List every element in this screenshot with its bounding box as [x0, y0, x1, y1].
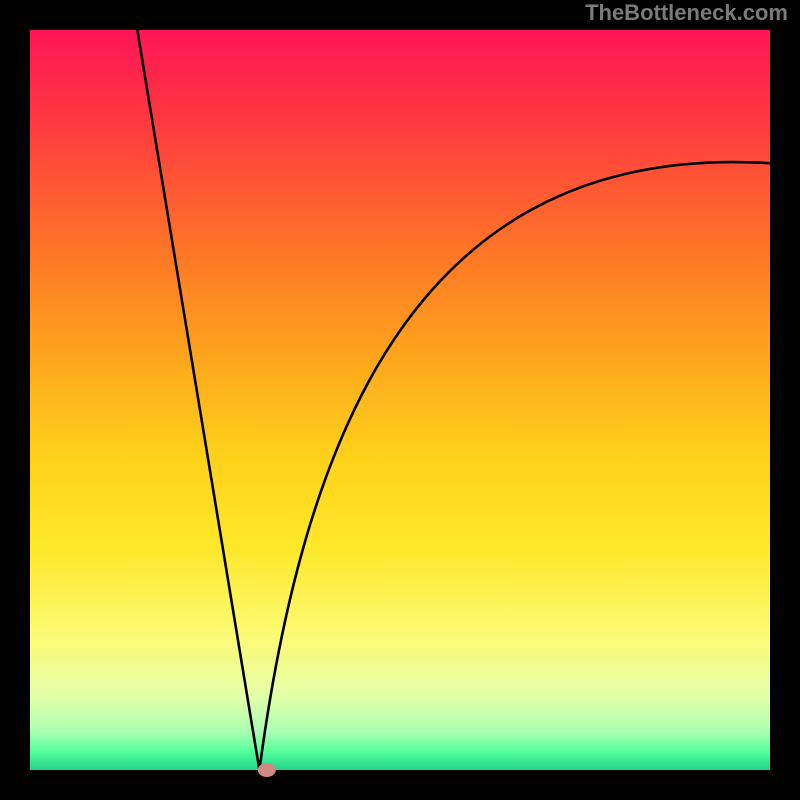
plot-area	[30, 30, 770, 770]
watermark-text: TheBottleneck.com	[585, 0, 788, 26]
outer-frame: TheBottleneck.com	[0, 0, 800, 800]
